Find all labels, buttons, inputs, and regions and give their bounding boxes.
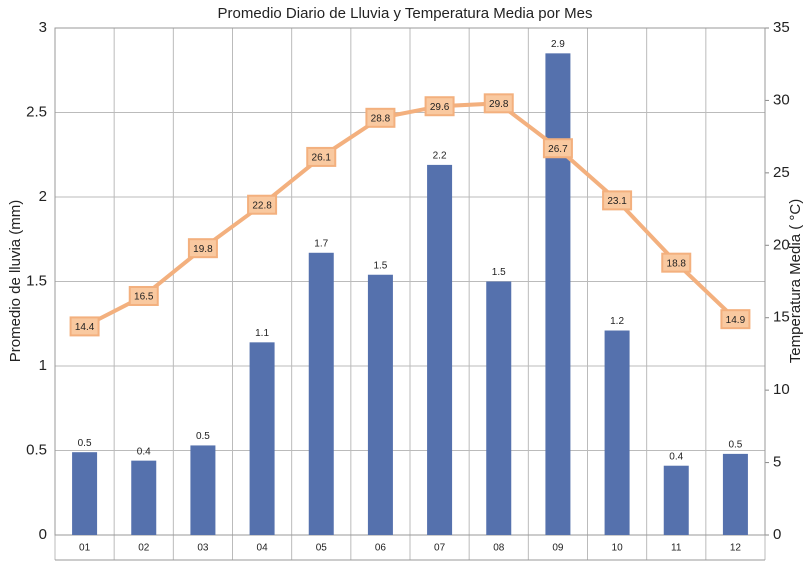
line-marker	[602, 190, 633, 211]
bar-value-label: 1.5	[492, 267, 506, 278]
y2-tick-label: 30	[773, 91, 790, 108]
bar	[427, 164, 453, 535]
bar-value-label: 2.2	[433, 151, 447, 162]
bar	[72, 452, 98, 535]
y2-tick-label: 20	[773, 236, 790, 253]
x-tick-label: 08	[493, 543, 505, 554]
line-marker	[542, 138, 573, 159]
y2-tick-label: 15	[773, 309, 790, 326]
line-marker	[128, 285, 159, 306]
line-marker	[306, 146, 337, 167]
bar-value-label: 2.9	[551, 39, 565, 50]
bar-value-label: 0.5	[196, 431, 210, 442]
line-value-label: 28.8	[371, 113, 391, 124]
chart-title: Promedio Diario de Lluvia y Temperatura …	[218, 5, 593, 22]
x-tick-label: 04	[257, 543, 269, 554]
line-marker	[187, 238, 218, 259]
line-value-label: 19.8	[193, 244, 213, 255]
line-marker	[720, 309, 751, 330]
bar	[722, 453, 748, 535]
bar	[190, 445, 216, 535]
y2-tick-label: 0	[773, 526, 781, 543]
x-tick-label: 01	[79, 543, 91, 554]
bar-value-label: 1.2	[610, 316, 624, 327]
y2-tick-label: 10	[773, 381, 790, 398]
line-value-label: 29.8	[489, 99, 509, 110]
bar	[367, 274, 393, 535]
x-tick-label: 10	[612, 543, 624, 554]
line-value-label: 14.9	[726, 315, 746, 326]
bar-value-label: 0.5	[728, 440, 742, 451]
line-marker	[661, 252, 692, 273]
x-tick-label: 09	[552, 543, 564, 554]
y-tick-label: 3	[39, 19, 47, 36]
line-marker	[483, 93, 514, 114]
bar	[486, 281, 512, 535]
bar	[249, 342, 275, 535]
line-value-label: 18.8	[667, 258, 687, 269]
y2-tick-label: 35	[773, 19, 790, 36]
line-value-label: 23.1	[607, 196, 627, 207]
bar	[131, 460, 157, 535]
y2-tick-label: 25	[773, 164, 790, 181]
bar	[545, 53, 571, 535]
y-tick-label: 1.5	[26, 272, 47, 289]
line-marker	[69, 316, 100, 337]
plot-frame	[54, 27, 766, 536]
line-value-label: 16.5	[134, 292, 154, 303]
bar-value-label: 0.4	[669, 451, 683, 462]
line-marker	[247, 194, 278, 215]
line-marker	[365, 107, 396, 128]
line-value-label: 26.1	[312, 153, 332, 164]
bar-value-label: 1.1	[255, 328, 269, 339]
x-tick-label: 06	[375, 543, 387, 554]
x-tick-label: 03	[197, 543, 209, 554]
bar-value-label: 0.4	[137, 446, 151, 457]
line-value-label: 26.7	[548, 144, 568, 155]
y-tick-label: 0	[39, 526, 47, 543]
line-value-label: 22.8	[252, 200, 272, 211]
bar-value-label: 1.7	[314, 238, 328, 249]
bar-value-label: 0.5	[78, 438, 92, 449]
bar-value-label: 1.5	[373, 260, 387, 271]
x-tick-label: 11	[671, 543, 682, 554]
y2-tick-label: 5	[773, 454, 781, 471]
line-value-label: 29.6	[430, 102, 450, 113]
line-marker	[424, 96, 455, 117]
y-tick-label: 1	[39, 357, 47, 374]
y-tick-label: 2.5	[26, 103, 47, 120]
y-axis-label: Promedio de lluvia (mm)	[7, 200, 24, 363]
y2-axis-label: Temperatura Media ( °C)	[787, 199, 804, 363]
bar	[308, 252, 334, 535]
x-tick-label: 05	[316, 543, 328, 554]
x-tick-label: 07	[434, 543, 446, 554]
x-tick-label: 12	[730, 543, 742, 554]
bar	[663, 465, 689, 535]
y-tick-label: 0.5	[26, 441, 47, 458]
bar	[604, 330, 630, 535]
x-tick-label: 02	[138, 543, 150, 554]
line-value-label: 14.4	[75, 322, 95, 333]
y-tick-label: 2	[39, 188, 47, 205]
